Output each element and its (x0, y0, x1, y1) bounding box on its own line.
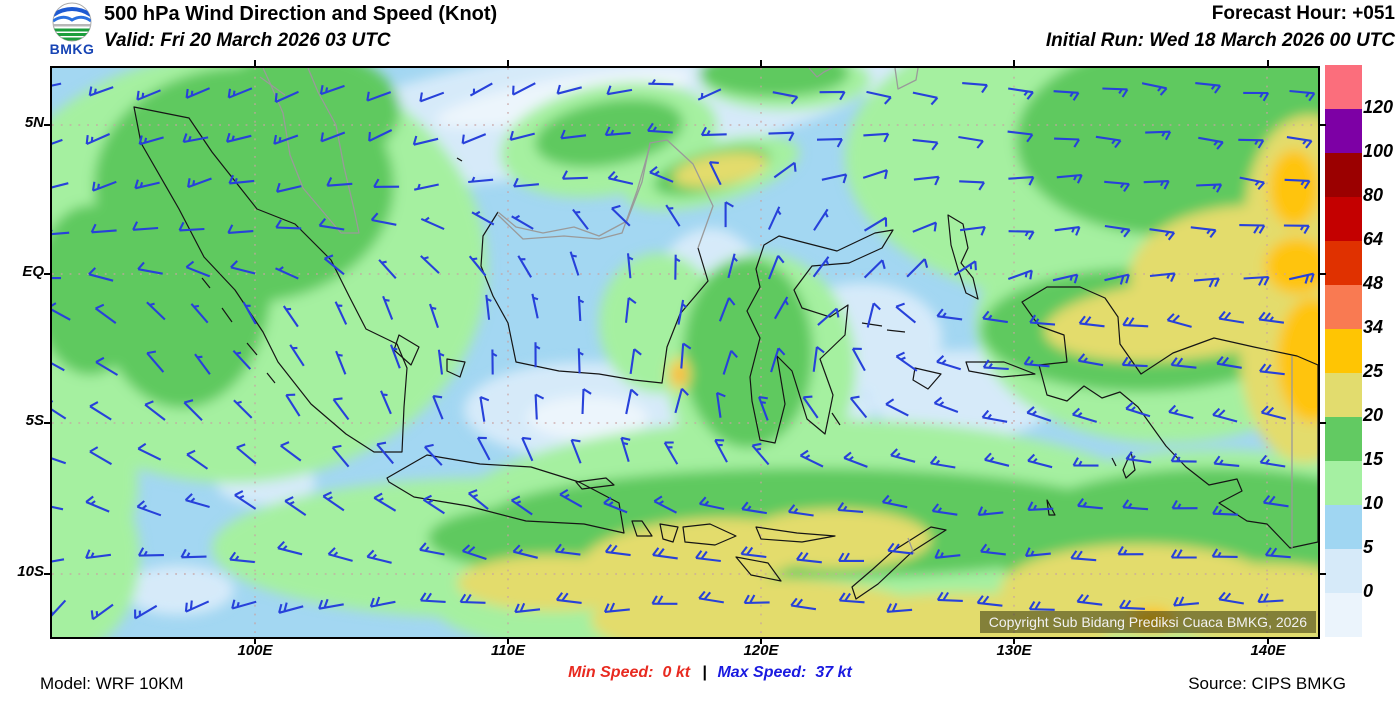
lon-label-120e: 120E (743, 642, 779, 659)
minmax-separator: | (702, 664, 707, 681)
legend-segment (1325, 197, 1362, 241)
legend-label: 0 (1363, 581, 1374, 601)
lat-label-10s: 10S (17, 563, 44, 580)
speed-color-legend (1325, 65, 1362, 637)
axis-tick (1319, 573, 1326, 575)
page-title: 500 hPa Wind Direction and Speed (Knot) (104, 3, 498, 25)
lon-label-110e: 110E (491, 642, 525, 659)
axis-tick (1319, 273, 1326, 275)
axis-tick (1267, 60, 1269, 67)
axis-tick (507, 637, 509, 644)
lon-label-140e: 140E (1250, 642, 1286, 659)
axis-tick (44, 273, 51, 275)
axis-tick (254, 60, 256, 67)
model-label: Model: WRF 10KM (40, 674, 184, 693)
legend-label: 20 (1363, 405, 1384, 425)
bmkg-logo (52, 2, 92, 42)
lon-label-130e: 130E (996, 642, 1032, 659)
axis-tick (1267, 637, 1269, 644)
axis-tick (44, 422, 51, 424)
legend-label: 100 (1363, 141, 1394, 161)
axis-tick (760, 60, 762, 67)
axis-tick (254, 637, 256, 644)
max-speed-value: 37 kt (815, 664, 852, 681)
legend-label: 15 (1363, 449, 1384, 469)
legend-segment (1325, 549, 1362, 593)
lon-label-100e: 100E (237, 642, 273, 659)
forecast-hour: Forecast Hour: +051 (1211, 3, 1395, 24)
legend-segment (1325, 373, 1362, 417)
min-speed-label: Min Speed: (568, 664, 654, 681)
lat-label-eq: EQ (22, 263, 44, 280)
axis-tick (1319, 422, 1326, 424)
legend-segment (1325, 241, 1362, 285)
axis-tick (44, 124, 51, 126)
min-max-speed: Min Speed: 0 kt | Max Speed: 37 kt (500, 664, 920, 682)
legend-segment (1325, 153, 1362, 197)
source-label: Source: CIPS BMKG (1188, 674, 1346, 693)
axis-tick (507, 60, 509, 67)
legend-segment (1325, 593, 1362, 637)
min-speed-value: 0 kt (662, 664, 691, 681)
legend-label: 34 (1363, 317, 1384, 337)
copyright-overlay: Copyright Sub Bidang Prediksi Cuaca BMKG… (979, 611, 1316, 633)
valid-time: Valid: Fri 20 March 2026 03 UTC (104, 30, 391, 51)
lat-label-5s: 5S (25, 412, 44, 429)
lat-label-5n: 5N (24, 114, 44, 131)
initial-run: Initial Run: Wed 18 March 2026 00 UTC (1045, 30, 1395, 51)
legend-label: 80 (1363, 185, 1384, 205)
legend-label: 10 (1363, 493, 1384, 513)
legend-label: 25 (1363, 361, 1384, 381)
bmkg-logo-label: BMKG (49, 41, 95, 57)
legend-segment (1325, 505, 1362, 549)
axis-tick (44, 573, 51, 575)
axis-tick (1013, 60, 1015, 67)
wind-map-canvas: Copyright Sub Bidang Prediksi Cuaca BMKG… (50, 66, 1320, 639)
axis-tick (1319, 124, 1326, 126)
legend-label: 48 (1363, 273, 1384, 293)
legend-segment (1325, 65, 1362, 109)
wind-field-svg (52, 68, 1318, 637)
legend-label: 120 (1363, 97, 1394, 117)
legend-segment (1325, 417, 1362, 461)
legend-segment (1325, 329, 1362, 373)
legend-segment (1325, 461, 1362, 505)
axis-tick (760, 637, 762, 644)
legend-label: 5 (1363, 537, 1374, 557)
max-speed-label: Max Speed: (717, 664, 807, 681)
legend-segment (1325, 285, 1362, 329)
legend-segment (1325, 109, 1362, 153)
axis-tick (1013, 637, 1015, 644)
legend-label: 64 (1363, 229, 1384, 249)
